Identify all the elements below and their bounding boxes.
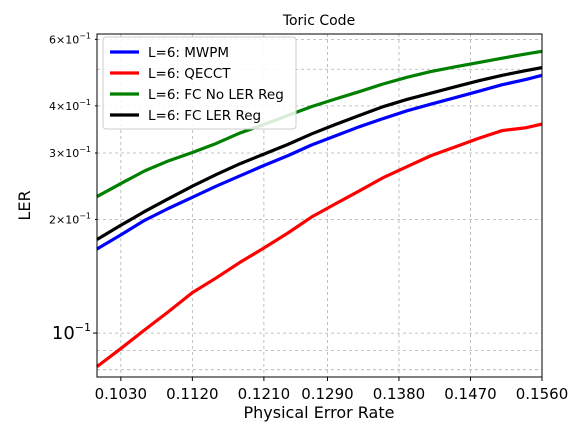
y-tick-exponent: −1 [75, 321, 91, 334]
legend-box [102, 36, 297, 130]
y-tick-exponent: −1 [79, 31, 91, 40]
legend: L=6: MWPM L=6: QECCT L=6: FC No LER Reg L=6… [102, 36, 297, 130]
y-tick-mantissa: 10 [52, 323, 75, 344]
x-tick-label: 0.1120 [166, 385, 219, 403]
chart-title: Toric Code [282, 13, 355, 29]
x-axis: 0.1030 0.1120 0.1210 0.1290 0.1380 0.1470 0.15… [95, 377, 569, 403]
series-line-2 [96, 122, 543, 368]
y-tick-label: 4×10−1 [49, 98, 91, 113]
x-tick-label: 0.1030 [95, 385, 148, 403]
legend-label: L=6: MWPM [148, 45, 229, 61]
x-tick-label: 0.1290 [301, 385, 354, 403]
y-tick-exponent: −1 [79, 98, 91, 107]
y-tick-label: 2×10−1 [49, 211, 91, 226]
legend-label: L=6: FC LER Reg [148, 108, 261, 124]
y-axis-label: LER [15, 190, 34, 220]
y-tick-mantissa: 4×10 [49, 100, 79, 113]
x-axis-label: Physical Error Rate [244, 403, 395, 422]
series-line-1 [96, 73, 543, 251]
x-tick-label: 0.1380 [373, 385, 426, 403]
series-line-4 [96, 66, 543, 241]
y-tick-exponent: −1 [79, 211, 91, 220]
x-tick-label: 0.1470 [444, 385, 497, 403]
x-tick-label: 0.1560 [516, 385, 569, 403]
series-line-3 [96, 49, 543, 198]
y-tick-mantissa: 2×10 [49, 213, 79, 226]
y-tick-label: 10−1 [52, 321, 91, 344]
y-tick-exponent: −1 [79, 145, 91, 154]
y-tick-mantissa: 3×10 [49, 147, 79, 160]
y-tick-label: 6×10−1 [49, 31, 91, 46]
y-tick-mantissa: 6×10 [49, 33, 79, 46]
plot-frame [96, 33, 543, 378]
y-tick-label: 3×10−1 [49, 145, 91, 160]
x-tick-label: 0.1210 [238, 385, 291, 403]
legend-label: L=6: QECCT [148, 66, 231, 82]
y-axis: 10−12×10−13×10−14×10−16×10−1 [49, 31, 97, 344]
series-lines [96, 49, 543, 368]
legend-label: L=6: FC No LER Reg [148, 87, 284, 103]
